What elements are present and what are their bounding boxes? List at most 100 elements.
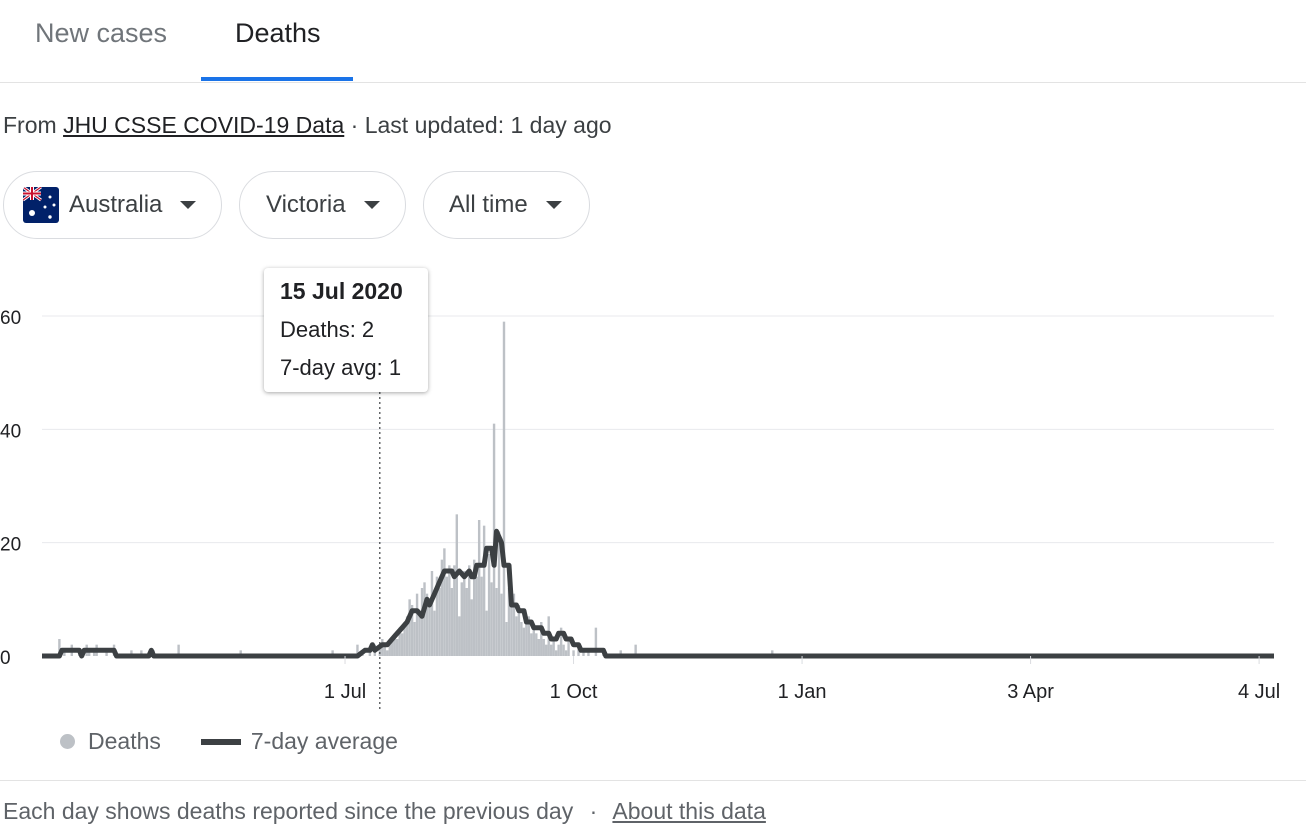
deaths-bar <box>130 650 133 656</box>
deaths-bar <box>505 622 508 656</box>
x-tick-label: 1 Jul <box>324 681 366 703</box>
deaths-bar <box>522 627 526 656</box>
legend-deaths-label: Deaths <box>88 728 161 754</box>
tooltip-average: 7-day avg: 1 <box>280 355 402 380</box>
deaths-bar <box>475 576 478 656</box>
deaths-bar <box>771 650 774 656</box>
tab-bar: New cases Deaths <box>0 0 1306 83</box>
y-tick-label: 60 <box>0 308 21 329</box>
deaths-bar <box>405 616 409 656</box>
deaths-chart[interactable]: 0 20 40 60 1 Jul 1 Oct 1 Jan 3 Apr 4 Jul <box>0 250 1306 720</box>
deaths-bar <box>472 559 476 656</box>
deaths-bar <box>582 650 585 656</box>
deaths-bar <box>408 599 411 656</box>
deaths-bar <box>463 571 466 656</box>
chart-tooltip: 15 Jul 2020 Deaths: 2 7-day avg: 1 <box>264 268 428 392</box>
deaths-bar <box>177 644 180 656</box>
deaths-bar <box>433 610 436 656</box>
deaths-bar <box>378 644 382 656</box>
deaths-bar <box>413 622 416 656</box>
deaths-bar <box>487 554 491 656</box>
deaths-bar <box>468 565 471 656</box>
tab-deaths[interactable]: Deaths <box>235 18 321 48</box>
period-selector[interactable]: All time <box>423 171 590 239</box>
deaths-bar <box>465 588 468 656</box>
active-tab-indicator <box>201 77 353 81</box>
deaths-bar <box>391 639 394 656</box>
chevron-down-icon <box>363 201 380 209</box>
deaths-bar <box>530 633 533 656</box>
seven-day-average-line <box>42 528 1274 659</box>
deaths-bar <box>460 582 463 656</box>
country-selector[interactable]: Australia <box>3 171 222 239</box>
deaths-bar <box>386 650 389 656</box>
chart-gridlines <box>42 315 1274 544</box>
country-label: Australia <box>69 191 163 218</box>
deaths-bar <box>453 565 456 656</box>
last-updated: Last updated: 1 day ago <box>364 112 612 138</box>
deaths-bar <box>512 593 516 656</box>
legend-average-label: 7-day average <box>250 728 398 754</box>
deaths-legend-swatch <box>60 734 75 749</box>
deaths-bar <box>515 616 518 656</box>
deaths-bar <box>435 576 439 656</box>
deaths-bar <box>383 644 386 656</box>
region-selector[interactable]: Victoria <box>239 171 406 239</box>
deaths-bar <box>564 650 568 656</box>
deaths-bar <box>458 616 461 656</box>
deaths-bar <box>445 576 449 656</box>
deaths-bar <box>500 593 503 656</box>
source-link[interactable]: JHU CSSE COVID-19 Data <box>63 112 345 138</box>
tooltip-date: 15 Jul 2020 <box>280 278 403 304</box>
deaths-bar <box>470 599 473 656</box>
deaths-bar <box>398 627 401 656</box>
region-label: Victoria <box>266 191 346 218</box>
deaths-bar <box>420 588 424 656</box>
deaths-bar <box>520 622 523 656</box>
deaths-bar <box>438 588 441 656</box>
about-data-link[interactable]: About this data <box>612 798 766 824</box>
tab-new-cases[interactable]: New cases <box>35 18 168 48</box>
deaths-bar <box>368 650 372 656</box>
deaths-bar <box>485 610 488 656</box>
deaths-bar <box>448 565 451 656</box>
footer-divider <box>0 780 1306 781</box>
deaths-bar <box>535 633 538 656</box>
y-tick-label: 40 <box>0 421 21 442</box>
deaths-bar <box>495 588 498 656</box>
deaths-bar <box>567 639 570 656</box>
deaths-bar <box>400 633 404 656</box>
seven-day-average-path <box>42 528 1274 659</box>
deaths-bar <box>105 650 108 656</box>
deaths-bar <box>540 622 543 656</box>
y-tick-label: 0 <box>0 648 11 669</box>
footer-separator: · <box>589 798 598 824</box>
deaths-bar <box>517 605 521 656</box>
deaths-bar <box>502 321 506 656</box>
deaths-bar <box>356 644 359 656</box>
x-tick-label: 4 Jul <box>1238 681 1280 703</box>
deaths-bar <box>428 599 431 656</box>
deaths-bar <box>430 571 434 656</box>
deaths-bar <box>58 639 61 656</box>
source-separator: · <box>350 112 359 138</box>
deaths-bar <box>482 525 486 656</box>
average-legend-swatch <box>200 738 241 745</box>
deaths-bar <box>425 593 429 656</box>
deaths-bar <box>507 588 511 656</box>
deaths-bar <box>395 639 399 656</box>
deaths-bar <box>423 582 426 656</box>
deaths-bar <box>455 514 459 656</box>
deaths-bar <box>557 644 560 656</box>
deaths-bar <box>572 650 575 656</box>
period-label: All time <box>449 191 528 218</box>
deaths-bar <box>619 650 622 656</box>
deaths-bar <box>450 588 454 656</box>
deaths-bar <box>594 627 598 656</box>
x-tick-label: 1 Oct <box>550 681 598 703</box>
deaths-bar <box>92 650 96 656</box>
x-tick-label: 1 Jan <box>778 681 827 703</box>
source-line: From JHU CSSE COVID-19 Data · Last updat… <box>3 112 612 139</box>
x-tick-label: 3 Apr <box>1007 681 1054 703</box>
deaths-bar <box>388 644 391 656</box>
